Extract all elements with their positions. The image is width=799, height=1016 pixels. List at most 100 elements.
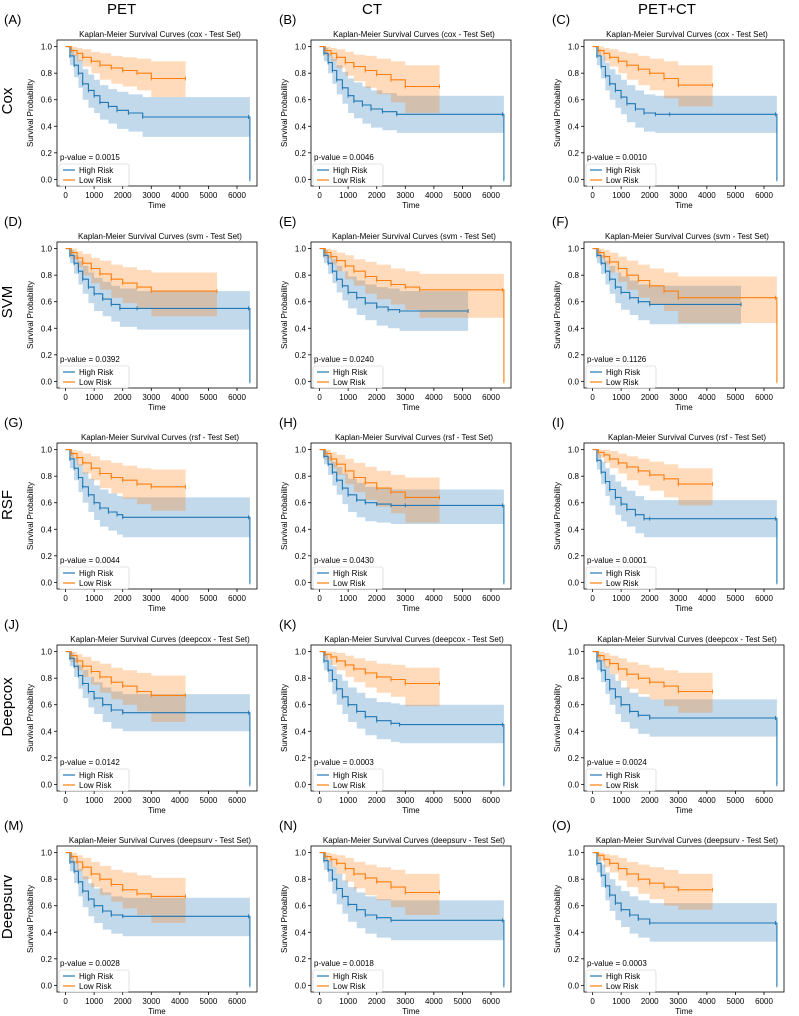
x-tick-label: 3000 [396,594,414,603]
y-tick-label: 0.0 [295,377,307,386]
high-risk-ci-band [65,651,250,785]
y-tick-label: 0.2 [41,754,53,763]
high-risk-ci-band [319,46,504,180]
x-tick-label: 1000 [85,997,103,1006]
x-tick-label: 4000 [425,191,443,200]
legend-box [312,365,384,389]
chart-title: Kaplan-Meier Survival Curves (cox - Test… [333,30,495,39]
y-tick-label: 1.0 [295,245,307,254]
y-tick-label: 0.0 [295,780,307,789]
x-tick-label: 1000 [339,191,357,200]
x-tick-label: 0 [590,594,595,603]
y-axis-label: Survival Probability [26,79,35,147]
y-tick-label: 0.4 [568,324,580,333]
y-tick-label: 0.0 [568,780,580,789]
panel-label: (K) [279,617,296,632]
axes-frame [56,644,258,792]
x-tick-label: 5000 [454,997,472,1006]
x-axis-label: Time [148,201,166,210]
high-risk-ci-band [592,449,777,583]
x-tick-label: 1000 [339,997,357,1006]
y-tick-label: 0.0 [568,377,580,386]
y-tick-label: 0.4 [568,928,580,937]
x-tick-label: 3000 [142,393,160,402]
x-tick-label: 0 [590,997,595,1006]
legend-label-high: High Risk [79,166,114,175]
chart-title: Kaplan-Meier Survival Curves (deepsurv -… [69,836,251,845]
y-tick-label: 0.4 [41,122,53,131]
legend-label-low: Low Risk [606,176,639,185]
y-axis-label: Survival Probability [26,281,35,349]
p-value: p-value = 0.0028 [60,959,120,968]
p-value: p-value = 0.0001 [587,556,647,565]
legend-label-low: Low Risk [333,982,366,991]
legend-box [585,969,657,993]
panel-label: (C) [552,12,570,27]
y-tick-label: 0.2 [295,351,307,360]
panel-label: (M) [4,818,24,833]
legend-label-low: Low Risk [606,781,639,790]
high-risk-ci-band [319,449,504,583]
high-risk-curve [592,449,778,583]
p-value: p-value = 0.0392 [60,355,120,364]
high-risk-curve [65,46,251,180]
x-tick-label: 4000 [698,393,716,402]
x-tick-label: 5000 [454,393,472,402]
y-tick-label: 0.6 [568,499,580,508]
y-tick-label: 0.6 [41,298,53,307]
legend-box [312,969,384,993]
legend-box [585,768,657,792]
p-value: p-value = 0.0142 [60,758,120,767]
legend-label-low: Low Risk [79,579,112,588]
panel-label: (L) [552,617,568,632]
y-tick-label: 0.8 [295,69,307,78]
x-axis-label: Time [402,1007,420,1016]
x-tick-label: 0 [590,191,595,200]
y-tick-label: 0.4 [295,122,307,131]
axes-frame [583,644,785,792]
p-value: p-value = 0.0240 [314,355,374,364]
legend-label-high: High Risk [333,368,368,377]
y-tick-label: 0.0 [41,780,53,789]
x-tick-label: 6000 [755,191,773,200]
legend-label-low: Low Risk [333,378,366,387]
y-tick-label: 0.4 [295,525,307,534]
row-header: Deepcox [0,677,16,737]
km-panel: (N) Kaplan-Meier Survival Curves (deepsur… [279,818,512,1016]
legend-label-low: Low Risk [79,781,112,790]
y-tick-label: 0.2 [568,955,580,964]
legend-box [312,163,384,187]
x-tick-label: 5000 [727,393,745,402]
y-tick-label: 0.2 [568,351,580,360]
y-tick-label: 0.4 [295,928,307,937]
y-tick-label: 0.0 [295,578,307,587]
x-tick-label: 2000 [641,594,659,603]
x-tick-label: 3000 [669,393,687,402]
x-tick-label: 4000 [171,191,189,200]
y-tick-label: 0.8 [568,875,580,884]
row-header: Cox [0,87,16,114]
legend-box [312,566,384,590]
y-tick-label: 0.2 [41,149,53,158]
y-tick-label: 0.4 [568,525,580,534]
x-tick-label: 6000 [228,594,246,603]
y-tick-label: 0.6 [41,701,53,710]
p-value: p-value = 0.0003 [314,758,374,767]
row-header: RSF [0,490,16,520]
axes-frame [310,39,512,187]
x-tick-label: 2000 [114,191,132,200]
x-tick-label: 3000 [396,796,414,805]
x-axis-label: Time [402,806,420,815]
y-tick-label: 0.0 [295,981,307,990]
x-tick-label: 0 [63,191,68,200]
y-tick-label: 0.6 [295,96,307,105]
x-tick-label: 4000 [425,796,443,805]
legend-label-high: High Risk [79,569,114,578]
x-tick-label: 6000 [482,594,500,603]
y-tick-label: 0.0 [41,578,53,587]
y-tick-label: 1.0 [295,849,307,858]
x-axis-label: Time [148,604,166,613]
p-value: p-value = 0.0003 [587,959,647,968]
x-tick-label: 2000 [368,191,386,200]
x-tick-label: 1000 [612,393,630,402]
